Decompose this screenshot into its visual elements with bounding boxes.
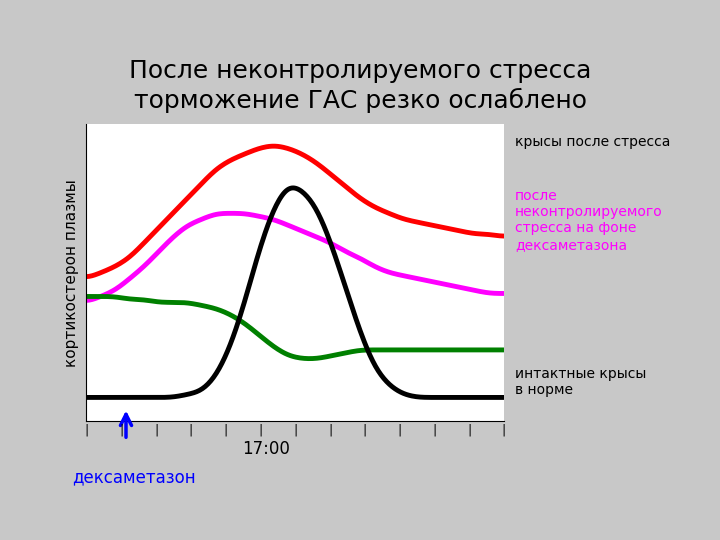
Text: |: |	[397, 424, 402, 437]
Text: |: |	[467, 424, 472, 437]
Text: |: |	[84, 424, 89, 437]
Text: |: |	[154, 424, 158, 437]
Text: интактные крысы
в норме: интактные крысы в норме	[515, 367, 646, 397]
Text: |: |	[363, 424, 367, 437]
Text: дексаметазон: дексаметазон	[72, 468, 196, 486]
Text: |: |	[328, 424, 332, 437]
Text: |: |	[293, 424, 297, 437]
Text: |: |	[258, 424, 263, 437]
Text: |: |	[119, 424, 123, 437]
Text: после
неконтролируемого
стресса на фоне
дексаметазона: после неконтролируемого стресса на фоне …	[515, 189, 662, 252]
Text: После неконтролируемого стресса
торможение ГАС резко ослаблено: После неконтролируемого стресса торможен…	[129, 59, 591, 112]
Text: крысы после стресса: крысы после стресса	[515, 135, 670, 149]
Text: |: |	[502, 424, 506, 437]
Y-axis label: кортикостерон плазмы: кортикостерон плазмы	[65, 179, 79, 367]
Text: |: |	[223, 424, 228, 437]
Text: |: |	[189, 424, 193, 437]
Text: 17:00: 17:00	[243, 440, 290, 458]
Text: |: |	[432, 424, 436, 437]
